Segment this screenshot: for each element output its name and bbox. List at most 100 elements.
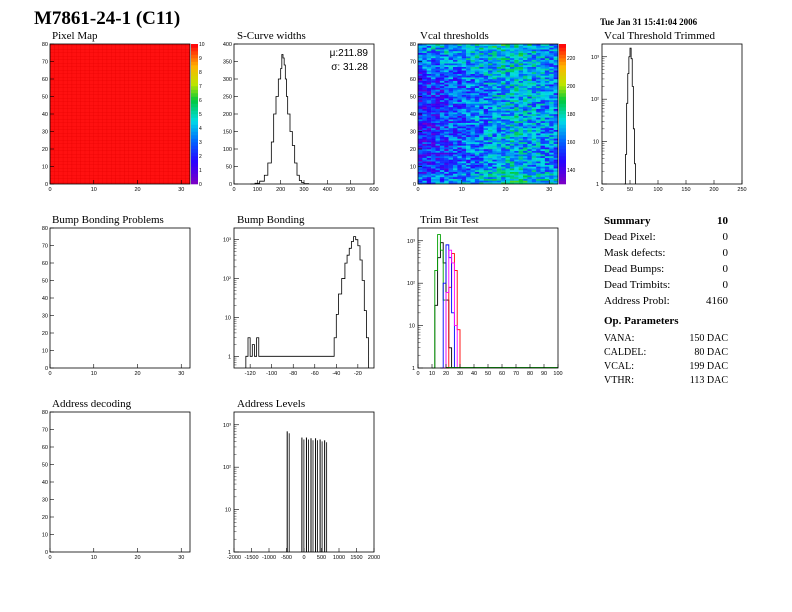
heatmap-cell (457, 84, 462, 87)
heatmap-cell (426, 68, 432, 71)
heatmap-cell (553, 51, 559, 53)
heatmap-cell (544, 86, 550, 88)
colorbar-segment (559, 72, 566, 76)
heatmap-cell (479, 150, 484, 153)
heatmap-cell (426, 121, 432, 123)
heatmap-cell (496, 149, 502, 151)
heatmap-cell (549, 52, 554, 55)
heatmap-cell (466, 59, 471, 62)
heatmap-cell (549, 138, 554, 141)
heatmap-cell (492, 142, 497, 144)
heatmap-cell (461, 124, 467, 127)
heatmap-cell (523, 66, 528, 69)
heatmap-cell (536, 47, 541, 50)
heatmap-cell (509, 54, 515, 57)
heatmap-cell (501, 147, 506, 150)
heatmap-cell (505, 89, 511, 92)
heatmap-cell (453, 93, 458, 95)
heatmap-cell (418, 163, 423, 165)
heatmap-cell (514, 93, 519, 95)
heatmap-cell (470, 89, 476, 92)
heatmap-cell (509, 56, 515, 59)
heatmap-cell (509, 93, 515, 95)
heatmap-cell (457, 82, 462, 85)
heatmap-cell (527, 93, 532, 95)
heatmap-cell (457, 45, 462, 48)
x-tick-label: 10 (459, 187, 465, 193)
heatmap-cell (509, 145, 515, 148)
heatmap-cell (461, 150, 467, 153)
heatmap-cell (439, 108, 445, 111)
heatmap-cell (544, 98, 550, 101)
heatmap-cell (527, 161, 532, 164)
heatmap-cell (523, 121, 528, 123)
heatmap-cell (448, 156, 454, 158)
heatmap-cell (544, 142, 550, 144)
heatmap-cell (492, 147, 497, 150)
heatmap-cell (457, 73, 462, 76)
heatmap-cell (439, 152, 445, 155)
heatmap-cell (492, 112, 497, 115)
heatmap-cell (549, 170, 554, 172)
heatmap-cell (453, 103, 458, 106)
y-tick-label: 10 (409, 324, 415, 330)
heatmap-cell (514, 142, 519, 144)
heatmap-cell (544, 58, 550, 60)
heatmap-cell (439, 103, 445, 106)
heatmap-cell (426, 143, 432, 146)
y-tick-label: 1 (228, 354, 231, 360)
heatmap-cell (501, 173, 506, 176)
heatmap-cell (536, 138, 541, 141)
heatmap-cell (501, 122, 506, 125)
heatmap-cell (470, 129, 476, 132)
heatmap-cell (453, 68, 458, 71)
heatmap-cell (518, 145, 524, 148)
heatmap-cell (444, 168, 449, 171)
heatmap-cell (457, 107, 462, 109)
heatmap-cell (457, 149, 462, 151)
heatmap-cell (439, 182, 445, 185)
heatmap-cell (518, 110, 524, 113)
heatmap-cell (431, 114, 436, 116)
heatmap-cell (453, 87, 458, 90)
heatmap-cell (492, 149, 497, 151)
heatmap-cell (479, 124, 484, 127)
y-tick-label: 10 (593, 140, 599, 146)
heatmap-cell (553, 96, 559, 99)
x-tick-label: 80 (527, 371, 533, 377)
heatmap-cell (466, 89, 471, 92)
heatmap-cell (457, 98, 462, 101)
heatmap-cell (431, 96, 436, 99)
heatmap-cell (518, 73, 524, 76)
heatmap-cell (461, 145, 467, 148)
heatmap-cell (461, 159, 467, 162)
heatmap-cell (479, 91, 484, 94)
heatmap-cell (518, 45, 524, 48)
heatmap-cell (488, 100, 493, 102)
heatmap-cell (479, 154, 484, 157)
heatmap-cell (426, 56, 432, 59)
heatmap-cell (470, 112, 476, 115)
heatmap-cell (501, 66, 506, 69)
heatmap-cell (501, 142, 506, 144)
heatmap-cell (505, 133, 511, 136)
heatmap-cell (496, 178, 502, 181)
heatmap-cell (553, 171, 559, 174)
heatmap-cell (544, 161, 550, 164)
heatmap-cell (509, 105, 515, 108)
heatmap-cell (544, 147, 550, 150)
heatmap-cell (518, 68, 524, 71)
heatmap-cell (470, 52, 476, 55)
heatmap-cell (553, 68, 559, 71)
heatmap-cell (453, 168, 458, 171)
heatmap-cell (523, 124, 528, 127)
heatmap-cell (536, 65, 541, 67)
heatmap-cell (496, 126, 502, 129)
heatmap-cell (501, 135, 506, 137)
heatmap-cell (549, 145, 554, 148)
heatmap-cell (544, 105, 550, 108)
x-tick-label: 0 (48, 371, 51, 377)
heatmap-cell (544, 168, 550, 171)
y-tick-label: 200 (223, 112, 232, 118)
heatmap-cell (549, 56, 554, 59)
